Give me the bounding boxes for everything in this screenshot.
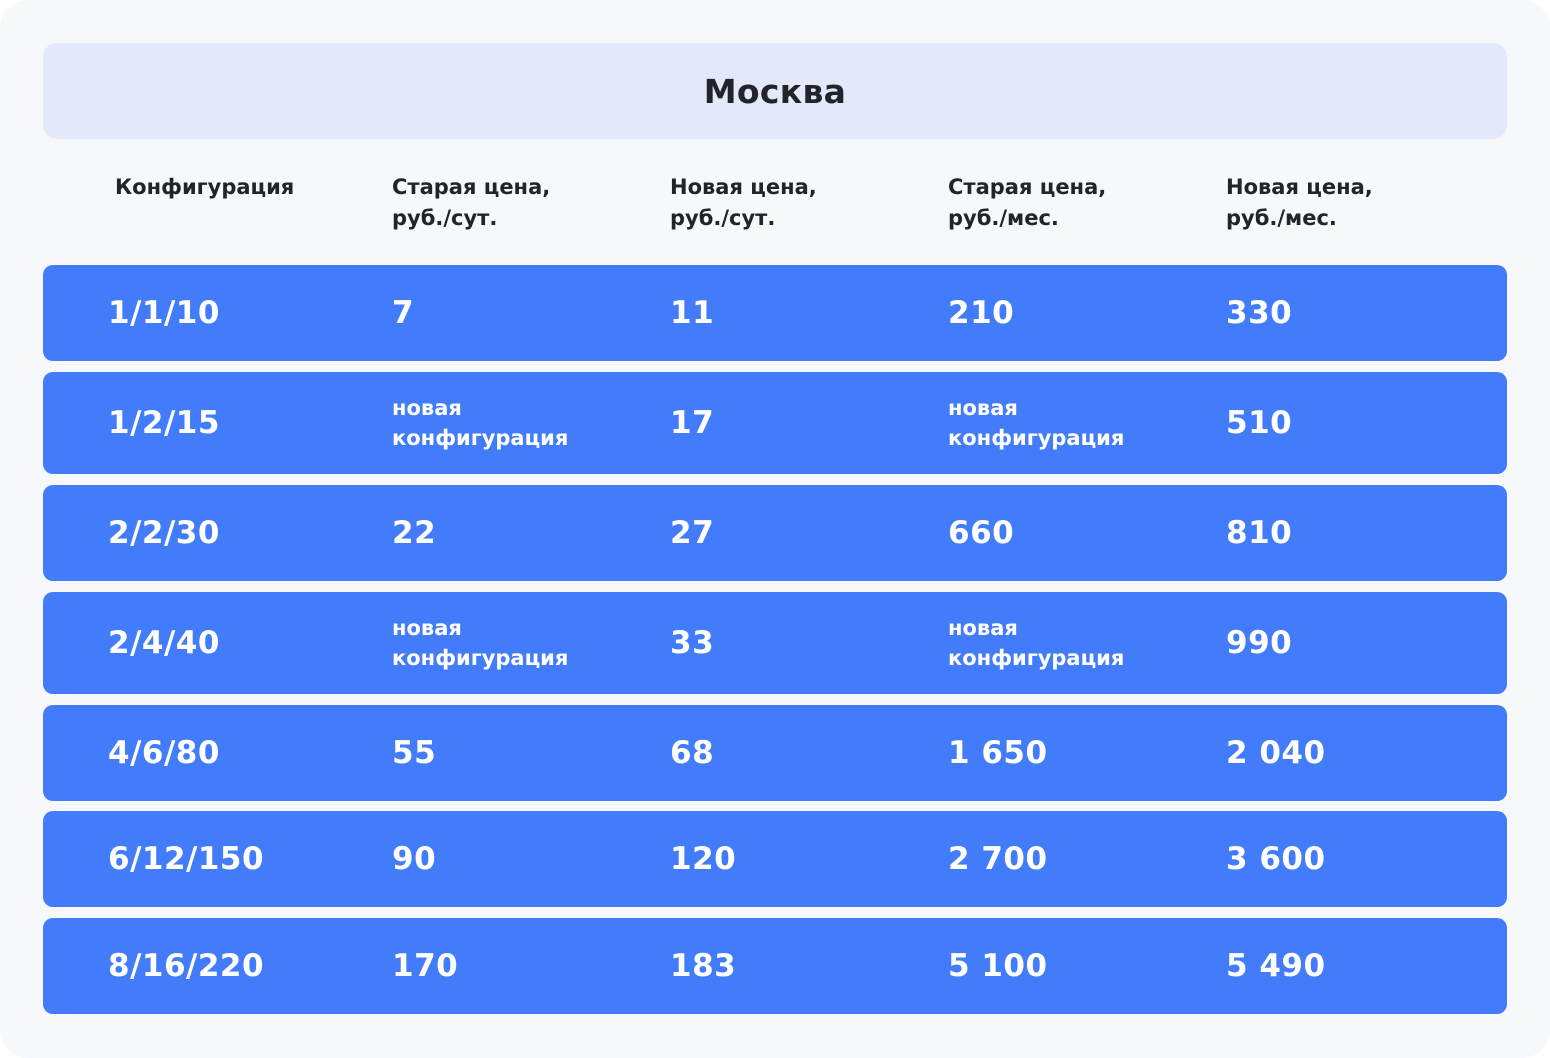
cell-new-price-month: 510 [1226,372,1292,474]
cell-new-price-day: 27 [670,485,714,581]
cell-configuration: 2/2/30 [108,485,220,581]
cell-value: 330 [1226,295,1293,331]
cell-new-price-day: 183 [670,918,736,1014]
cell-value: 2 700 [948,841,1048,877]
cell-old-price-day: новая конфигурация [392,372,568,474]
cell-new-price-day: 17 [670,372,714,474]
column-header-configuration: Конфигурация [115,175,295,199]
cell-value: 11 [670,295,715,331]
cell-old-price-day: 7 [392,265,414,361]
column-header-new-price-month: Новая цена, руб./мес. [1226,175,1373,230]
cell-value: новая конфигурация [948,616,1125,670]
cell-value: 5 100 [948,948,1048,984]
cell-value: 2/2/30 [108,515,220,551]
cell-value: 4/6/80 [108,735,220,771]
page-title: Москва [703,71,847,111]
cell-value: 120 [670,841,737,877]
cell-value: 210 [948,295,1015,331]
cell-new-price-month: 5 490 [1226,918,1326,1014]
cell-old-price-month: 5 100 [948,918,1048,1014]
cell-value: 7 [392,295,415,331]
cell-value: 33 [670,625,715,661]
cell-old-price-day: новая конфигурация [392,592,568,694]
cell-value: 2 040 [1226,735,1326,771]
cell-new-price-day: 68 [670,705,714,801]
column-header-new-price-day: Новая цена, руб./сут. [670,175,817,230]
cell-old-price-day: 170 [392,918,458,1014]
cell-old-price-day: 90 [392,811,436,907]
title-bar: Москва [43,43,1507,139]
cell-old-price-month: 210 [948,265,1014,361]
cell-value: 90 [392,841,437,877]
table-row: 2/2/30 22 27 660 810 [43,485,1507,581]
cell-value: 8/16/220 [108,948,265,984]
cell-value: 810 [1226,515,1293,551]
cell-value: 1/2/15 [108,405,220,441]
cell-new-price-month: 810 [1226,485,1292,581]
cell-value: 170 [392,948,459,984]
cell-value: 1 650 [948,735,1048,771]
cell-value: 2/4/40 [108,625,220,661]
cell-value: 5 490 [1226,948,1326,984]
cell-value: 510 [1226,405,1293,441]
table-row: 6/12/150 90 120 2 700 3 600 [43,811,1507,907]
cell-value: новая конфигурация [392,396,569,450]
cell-configuration: 2/4/40 [108,592,220,694]
cell-configuration: 1/2/15 [108,372,220,474]
cell-new-price-day: 120 [670,811,736,907]
cell-configuration: 4/6/80 [108,705,220,801]
cell-old-price-month: 2 700 [948,811,1048,907]
cell-old-price-month: 660 [948,485,1014,581]
table-row: 1/2/15 новая конфигурация 17 новая конфигур… [43,372,1507,474]
cell-value: 55 [392,735,437,771]
cell-new-price-month: 330 [1226,265,1292,361]
table-header: Конфигурация Старая цена, руб./сут. Нова… [43,172,1507,242]
cell-value: 17 [670,405,715,441]
cell-value: новая конфигурация [948,396,1125,450]
cell-value: 27 [670,515,715,551]
cell-old-price-month: 1 650 [948,705,1048,801]
cell-value: 3 600 [1226,841,1326,877]
cell-configuration: 8/16/220 [108,918,264,1014]
cell-new-price-month: 3 600 [1226,811,1326,907]
cell-value: 6/12/150 [108,841,265,877]
cell-value: 68 [670,735,715,771]
cell-old-price-day: 22 [392,485,436,581]
table-row: 1/1/10 7 11 210 330 [43,265,1507,361]
cell-value: 990 [1226,625,1293,661]
cell-old-price-month: новая конфигурация [948,372,1124,474]
column-header-old-price-month: Старая цена, руб./мес. [948,175,1107,230]
cell-value: 660 [948,515,1015,551]
cell-configuration: 1/1/10 [108,265,220,361]
cell-value: 22 [392,515,437,551]
cell-new-price-month: 990 [1226,592,1292,694]
cell-new-price-month: 2 040 [1226,705,1326,801]
cell-new-price-day: 33 [670,592,714,694]
cell-configuration: 6/12/150 [108,811,264,907]
table-row: 8/16/220 170 183 5 100 5 490 [43,918,1507,1014]
cell-new-price-day: 11 [670,265,714,361]
cell-value: новая конфигурация [392,616,569,670]
cell-old-price-month: новая конфигурация [948,592,1124,694]
cell-value: 183 [670,948,737,984]
cell-old-price-day: 55 [392,705,436,801]
table-row: 4/6/80 55 68 1 650 2 040 [43,705,1507,801]
column-header-old-price-day: Старая цена, руб./сут. [392,175,551,230]
table-row: 2/4/40 новая конфигурация 33 новая конфигур… [43,592,1507,694]
cell-value: 1/1/10 [108,295,220,331]
